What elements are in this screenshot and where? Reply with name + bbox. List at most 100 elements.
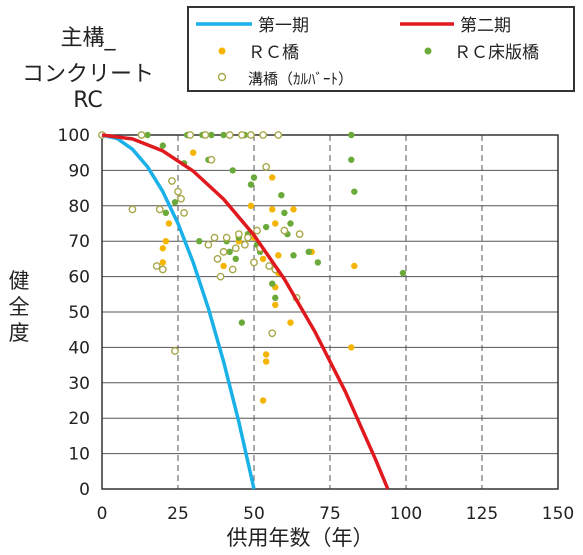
scatter-point <box>244 233 252 242</box>
scatter-point <box>158 265 167 274</box>
scatter-point <box>186 131 195 139</box>
scatter-point <box>226 248 233 256</box>
y-tick-label: 70 <box>68 232 90 252</box>
chart-title-line-1: 主構_ <box>60 26 116 51</box>
scatter-point <box>275 252 282 259</box>
x-tick-label: 25 <box>167 504 189 524</box>
x-tick-label: 150 <box>542 504 574 524</box>
y-tick-label: 60 <box>68 268 90 288</box>
chart-title-line-3: RC <box>73 88 103 113</box>
axes: 0 10 20 30 40 50 60 70 80 90 100 0 25 50 75 100 125 150 <box>58 126 575 524</box>
scatter-point <box>204 240 213 249</box>
legend-swatch <box>424 47 432 55</box>
scatter-point <box>305 248 312 256</box>
grid <box>102 134 558 490</box>
curve-line <box>101 133 390 490</box>
legend-label: ＲＣ橋 <box>248 43 299 63</box>
scatter-point <box>177 194 185 203</box>
scatter-point <box>269 206 276 213</box>
scatter-point <box>171 199 179 206</box>
scatter-point <box>295 230 304 239</box>
legend-swatch <box>218 47 226 55</box>
x-tick-label: 0 <box>97 504 108 524</box>
scatter-points <box>98 131 407 404</box>
scatter-point <box>287 319 294 326</box>
scatter-point <box>196 238 203 245</box>
scatter-point <box>174 187 182 196</box>
scatter-point <box>269 280 276 287</box>
scatter-point <box>229 167 236 174</box>
curve-line <box>101 133 256 490</box>
scatter-point <box>247 131 255 139</box>
scatter-point <box>162 238 170 245</box>
scatter-point <box>399 269 407 277</box>
y-tick-label: 90 <box>68 161 90 181</box>
y-tick-label: 50 <box>68 303 90 323</box>
y-tick-label: 0 <box>79 480 90 500</box>
x-tick-label: 100 <box>390 504 422 524</box>
y-tick-label: 30 <box>68 374 90 394</box>
scatter-point <box>237 131 246 139</box>
scatter-point <box>351 262 358 270</box>
scatter-point <box>348 156 355 163</box>
scatter-point <box>250 258 258 267</box>
plot-frame <box>101 134 559 490</box>
scatter-point <box>262 358 270 365</box>
scatter-point <box>265 262 274 270</box>
x-axis-label: 供用年数（年） <box>226 526 374 550</box>
scatter-point <box>162 209 170 217</box>
scatter-point <box>144 131 151 139</box>
scatter-point <box>232 255 239 263</box>
scatter-point <box>247 181 255 188</box>
scatter-point <box>231 244 240 253</box>
y-axis-label: 健全度 <box>8 269 30 345</box>
scatter-point <box>190 149 197 156</box>
scatter-point <box>180 208 188 217</box>
scatter-point <box>250 174 258 181</box>
scatter-point <box>348 131 355 139</box>
scatter-point <box>222 233 231 242</box>
scatter-point <box>159 142 166 149</box>
y-tick-label: 80 <box>68 197 90 217</box>
scatter-point <box>225 131 234 139</box>
scatter-point <box>208 131 215 139</box>
legend <box>187 6 575 92</box>
scatter-point <box>220 131 227 139</box>
scatter-point <box>247 202 255 209</box>
scatter-point <box>201 131 210 139</box>
scatter-point <box>155 205 164 214</box>
scatter-point <box>269 174 276 181</box>
scatter-point <box>238 319 246 326</box>
scatter-point <box>262 223 270 231</box>
scatter-point <box>274 131 283 139</box>
y-tick-label: 20 <box>68 409 90 429</box>
scatter-point <box>259 131 268 139</box>
scatter-point <box>287 220 294 227</box>
scatter-point <box>253 226 261 235</box>
scatter-point <box>262 162 271 171</box>
scatter-point <box>159 245 166 252</box>
scatter-point <box>259 397 267 404</box>
scatter-point <box>159 259 166 266</box>
legend-label: ＲＣ床版橋 <box>454 43 539 63</box>
scatter-point <box>259 255 267 263</box>
scatter-point <box>240 240 249 249</box>
scatter-point <box>171 347 179 355</box>
scatter-point <box>272 294 279 302</box>
y-tick-label: 40 <box>68 338 90 358</box>
scatter-point <box>272 301 279 309</box>
legend-label: 第一期 <box>258 16 309 36</box>
scatter-point <box>216 272 225 281</box>
scatter-point <box>290 252 297 259</box>
y-tick-label: 100 <box>58 126 90 146</box>
legend-label: 第二期 <box>460 16 511 36</box>
scatter-point <box>351 188 358 195</box>
legend-label: 溝橋（ｶﾙﾊﾞｰﾄ） <box>248 70 353 88</box>
scatter-point <box>234 230 243 239</box>
scatter-point <box>281 209 288 217</box>
scatter-point <box>168 177 176 185</box>
scatter-point <box>219 247 228 256</box>
scatter-point <box>152 262 161 270</box>
